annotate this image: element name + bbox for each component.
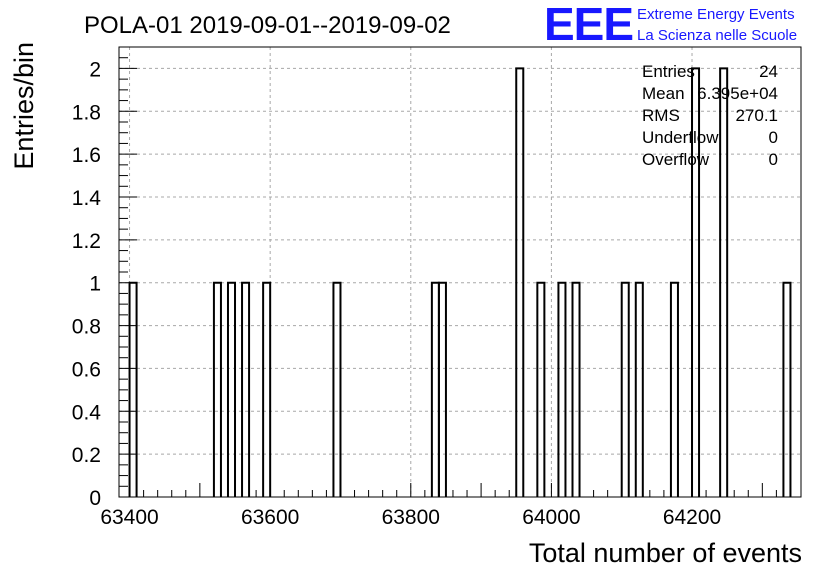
histogram-bin (262, 281, 272, 497)
y-tick-label: 1.4 (72, 187, 102, 210)
histogram-bin (634, 281, 644, 497)
x-tick-label: 63600 (241, 506, 299, 529)
histogram-bin (782, 281, 792, 497)
histogram-bin (437, 281, 447, 497)
logo-mark: EEE (544, 0, 633, 50)
y-tick-label: 2 (89, 58, 101, 81)
histogram-bin (332, 281, 342, 497)
y-tick-label: 0.8 (72, 316, 101, 339)
x-tick-label: 64200 (663, 506, 721, 529)
stats-box: Entries 24 Mean 6.395e+04 RMS 270.1 Underflow 0… (642, 62, 778, 169)
x-tick-label: 63400 (100, 506, 158, 529)
histogram-bars (128, 67, 792, 497)
x-tick-label: 64000 (522, 506, 580, 529)
histogram-bin (536, 281, 546, 497)
chart-title: POLA-01 2019-09-01--2019-09-02 (84, 12, 451, 39)
histogram-bin (226, 281, 237, 497)
y-tick-label: 0.2 (72, 444, 101, 467)
stat-label: Underflow (642, 128, 719, 147)
y-tick-label: 1.8 (72, 101, 101, 124)
histogram-bin (430, 281, 440, 497)
y-axis-ticks: 0 0.2 0.4 0.6 0.8 1 1.2 1.4 1.6 1.8 2 (72, 46, 137, 510)
stat-label: Mean (642, 84, 685, 103)
histogram-bin (719, 67, 729, 497)
stat-label: Overflow (642, 150, 710, 169)
y-tick-label: 0 (89, 487, 101, 510)
x-axis-ticks: 63400 63600 63800 64000 64200 (100, 483, 791, 529)
y-tick-label: 1.6 (72, 144, 101, 167)
logo-line-1: Extreme Energy Events (637, 6, 795, 23)
stat-value: 270.1 (735, 106, 778, 125)
y-axis-title: Entries/bin (9, 42, 39, 170)
logo-line-2: La Scienza nelle Scuole (637, 27, 797, 44)
histogram-bin (128, 281, 138, 497)
histogram-bin (212, 281, 222, 497)
y-tick-label: 0.4 (72, 401, 102, 424)
stat-label: Entries (642, 62, 695, 81)
y-tick-label: 0.6 (72, 358, 101, 381)
histogram-bin (571, 281, 581, 497)
histogram-bin (620, 281, 630, 497)
y-tick-label: 1 (89, 273, 101, 296)
histogram-bin (691, 67, 701, 497)
x-axis-title: Total number of events (529, 538, 802, 568)
stat-value: 0 (769, 128, 778, 147)
y-tick-label: 1.2 (72, 230, 101, 253)
eee-logo: EEE Extreme Energy Events La Scienza nel… (544, 0, 797, 50)
stat-label: RMS (642, 106, 680, 125)
histogram-bin (241, 281, 251, 497)
stat-value: 0 (769, 150, 778, 169)
stat-value: 24 (759, 62, 778, 81)
histogram-bin (557, 281, 567, 497)
x-tick-label: 63800 (382, 506, 440, 529)
stat-value: 6.395e+04 (697, 84, 778, 103)
histogram-bin (669, 281, 679, 497)
histogram-bin (515, 67, 525, 497)
